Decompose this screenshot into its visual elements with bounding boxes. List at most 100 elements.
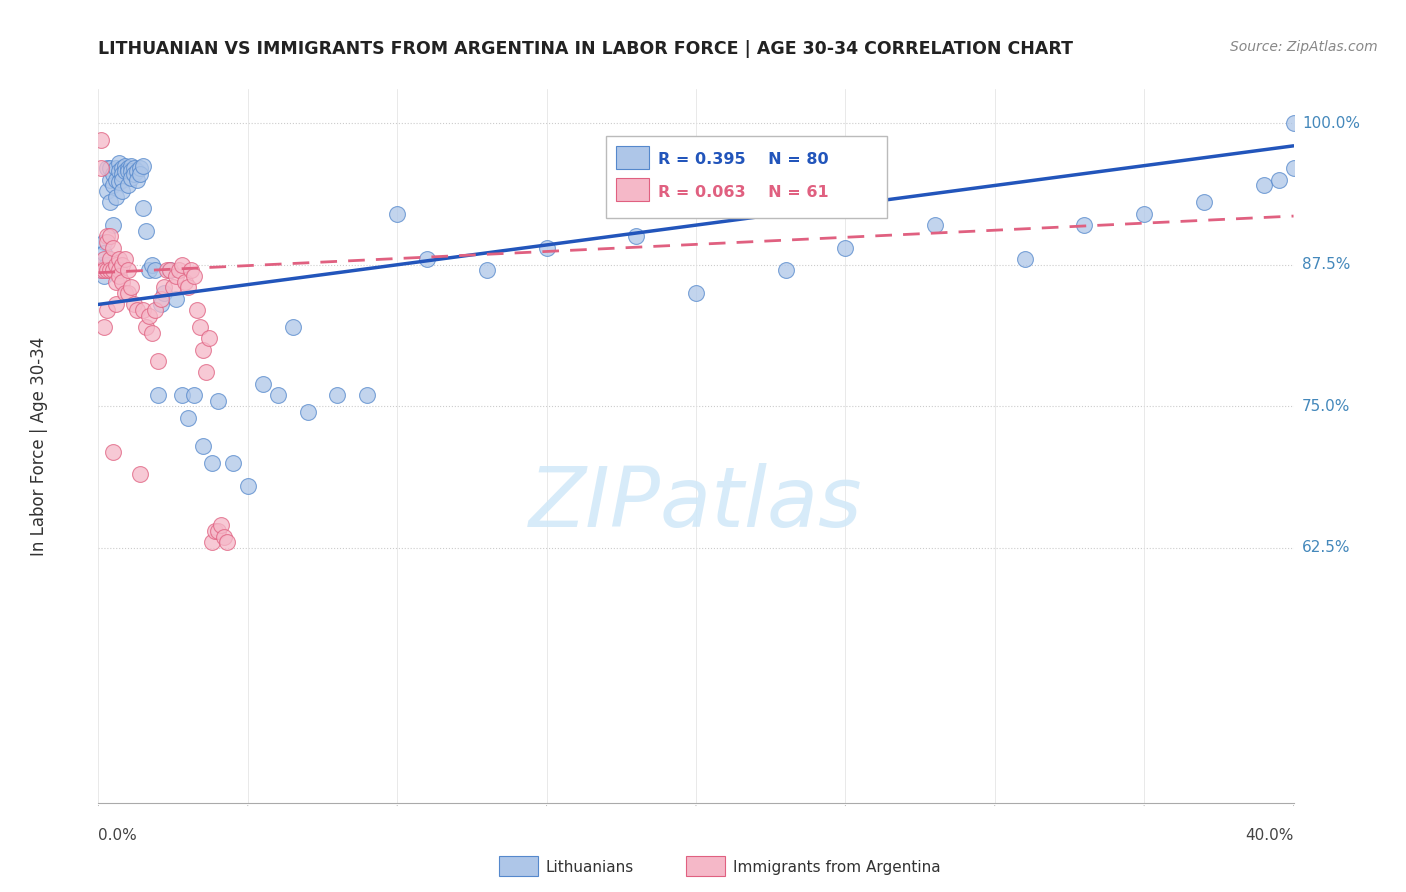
Point [198, 331, 221, 345]
Point [105, 297, 128, 311]
Point [174, 275, 197, 289]
Point [96, 184, 118, 198]
Point [96, 161, 118, 176]
Point [111, 184, 134, 198]
Point [207, 524, 229, 538]
Point [143, 303, 166, 318]
Point [114, 286, 136, 301]
Point [834, 241, 856, 255]
Point [120, 280, 142, 294]
Point [120, 159, 142, 173]
Point [98, 252, 122, 266]
Point [267, 388, 290, 402]
Point [135, 320, 157, 334]
Point [120, 170, 142, 185]
Point [156, 263, 179, 277]
Point [98, 161, 122, 176]
Text: 40.0%: 40.0% [1246, 828, 1294, 843]
Text: Source: ZipAtlas.com: Source: ZipAtlas.com [1230, 40, 1378, 54]
FancyBboxPatch shape [616, 178, 650, 202]
Point [90, 133, 112, 147]
FancyBboxPatch shape [616, 146, 650, 169]
Point [215, 535, 238, 549]
Point [103, 218, 125, 232]
Text: Lithuanians: Lithuanians [546, 861, 634, 875]
Text: 62.5%: 62.5% [1302, 541, 1350, 556]
Point [167, 263, 190, 277]
Point [159, 263, 181, 277]
Point [172, 258, 194, 272]
Point [165, 292, 187, 306]
Point [90, 161, 112, 176]
Point [1282, 161, 1305, 176]
Point [103, 178, 125, 193]
Point [108, 163, 131, 178]
Point [105, 161, 128, 176]
Point [209, 518, 232, 533]
Point [153, 280, 176, 294]
Point [90, 263, 112, 277]
Point [108, 175, 131, 189]
Point [127, 303, 149, 318]
Point [153, 286, 176, 301]
Point [129, 467, 152, 482]
Point [132, 303, 155, 318]
Point [1267, 173, 1289, 187]
Point [165, 269, 187, 284]
Point [138, 263, 160, 277]
Point [132, 159, 155, 173]
Point [326, 388, 349, 402]
Point [148, 388, 170, 402]
Point [114, 159, 136, 173]
Point [135, 224, 157, 238]
Point [297, 405, 319, 419]
Point [385, 207, 409, 221]
Point [775, 263, 797, 277]
Point [356, 388, 378, 402]
Text: R = 0.395    N = 80: R = 0.395 N = 80 [658, 152, 828, 167]
Point [124, 297, 146, 311]
Point [236, 478, 259, 492]
Point [148, 354, 170, 368]
Point [93, 252, 115, 266]
Point [108, 263, 131, 277]
Point [685, 286, 707, 301]
Text: R = 0.063    N = 61: R = 0.063 N = 61 [658, 185, 828, 200]
Point [108, 269, 131, 284]
Point [93, 263, 115, 277]
Point [180, 263, 202, 277]
Point [90, 258, 112, 272]
Point [105, 173, 128, 187]
Point [114, 252, 136, 266]
Point [117, 286, 139, 301]
Text: 0.0%: 0.0% [98, 828, 138, 843]
Point [162, 280, 184, 294]
Point [105, 190, 128, 204]
Point [98, 173, 122, 187]
Point [96, 263, 118, 277]
Point [111, 275, 134, 289]
Point [536, 241, 558, 255]
Point [114, 163, 136, 178]
Point [96, 229, 118, 244]
Point [129, 167, 152, 181]
Point [93, 235, 115, 249]
Point [188, 320, 211, 334]
Point [98, 263, 122, 277]
FancyBboxPatch shape [606, 136, 887, 218]
Point [252, 376, 274, 391]
Point [183, 269, 205, 284]
Point [172, 388, 194, 402]
Point [1073, 218, 1095, 232]
Point [150, 292, 173, 306]
Point [1282, 116, 1305, 130]
Point [177, 280, 200, 294]
Point [191, 343, 214, 357]
Point [177, 410, 200, 425]
Point [127, 173, 149, 187]
Point [108, 252, 131, 266]
Point [416, 252, 439, 266]
Point [111, 173, 134, 187]
Point [1133, 207, 1156, 221]
Point [186, 303, 208, 318]
